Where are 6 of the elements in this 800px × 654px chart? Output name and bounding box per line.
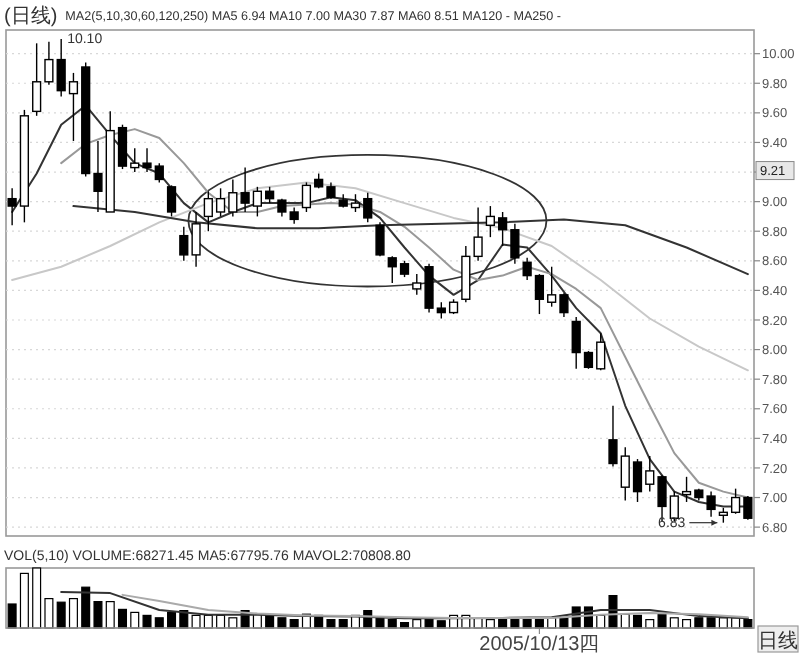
candlestick [166,184,177,218]
x-tick-label: 2005/10/13四 [479,634,600,654]
candlestick [375,221,385,258]
chart-title: (日线) [4,4,58,28]
line-series [11,181,749,372]
text: 日线 [758,629,798,653]
